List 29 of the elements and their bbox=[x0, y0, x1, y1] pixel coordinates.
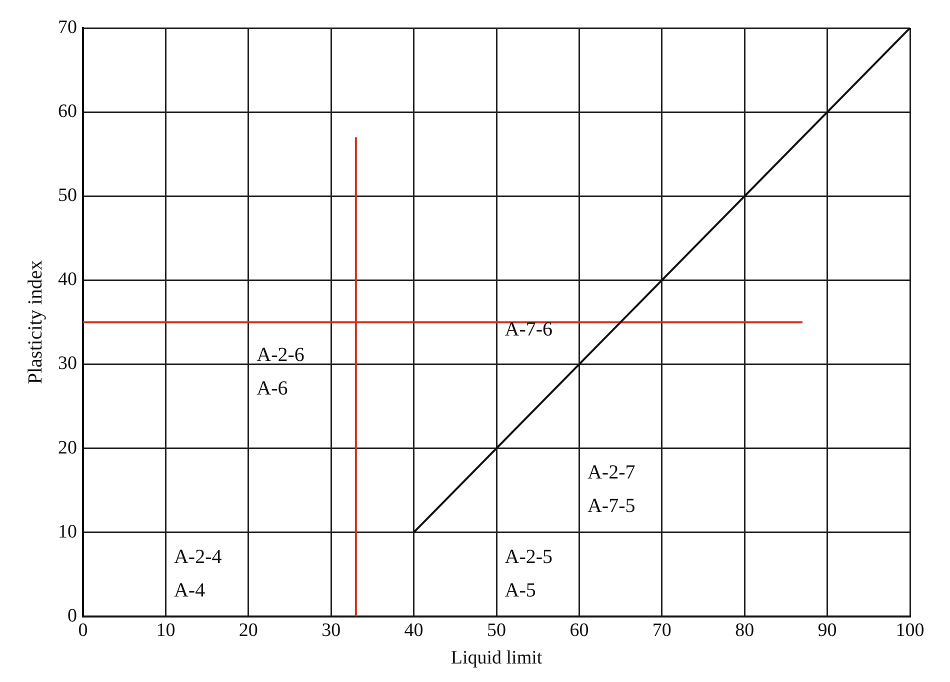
annotation: A-7-5 bbox=[587, 495, 636, 518]
x-tick-label: 20 bbox=[238, 620, 258, 641]
y-tick-label: 40 bbox=[58, 269, 77, 290]
x-tick-label: 30 bbox=[322, 620, 341, 641]
x-tick-label: 40 bbox=[404, 620, 424, 641]
y-axis-title: Plasticity index bbox=[24, 260, 46, 384]
x-tick-label: 90 bbox=[818, 620, 837, 641]
y-tick-label: 30 bbox=[58, 353, 77, 374]
y-tick-label: 0 bbox=[68, 605, 77, 626]
annotation: A-2-7 bbox=[587, 462, 636, 484]
x-tick-label: 100 bbox=[896, 620, 924, 641]
y-tick-label: 10 bbox=[58, 521, 77, 542]
annotation: A-2-5 bbox=[504, 546, 553, 568]
annotation: A-4 bbox=[174, 579, 206, 602]
y-tick-label: 60 bbox=[58, 101, 77, 122]
annotation: A-5 bbox=[504, 579, 536, 602]
annotation: A-7-6 bbox=[504, 318, 553, 341]
annotation: A-2-4 bbox=[174, 546, 222, 568]
x-tick-label: 10 bbox=[156, 620, 176, 641]
y-tick-label: 50 bbox=[58, 185, 77, 206]
x-tick-label: 80 bbox=[735, 620, 754, 641]
x-tick-label: 70 bbox=[652, 620, 672, 641]
x-tick-label: 50 bbox=[487, 620, 506, 641]
annotation: A-2-6 bbox=[256, 344, 304, 366]
annotation: A-6 bbox=[256, 378, 288, 400]
x-axis-title: Liquid limit bbox=[450, 648, 543, 669]
y-tick-label: 20 bbox=[58, 437, 77, 458]
y-tick-label: 70 bbox=[58, 16, 77, 38]
x-tick-label: 60 bbox=[570, 620, 589, 641]
